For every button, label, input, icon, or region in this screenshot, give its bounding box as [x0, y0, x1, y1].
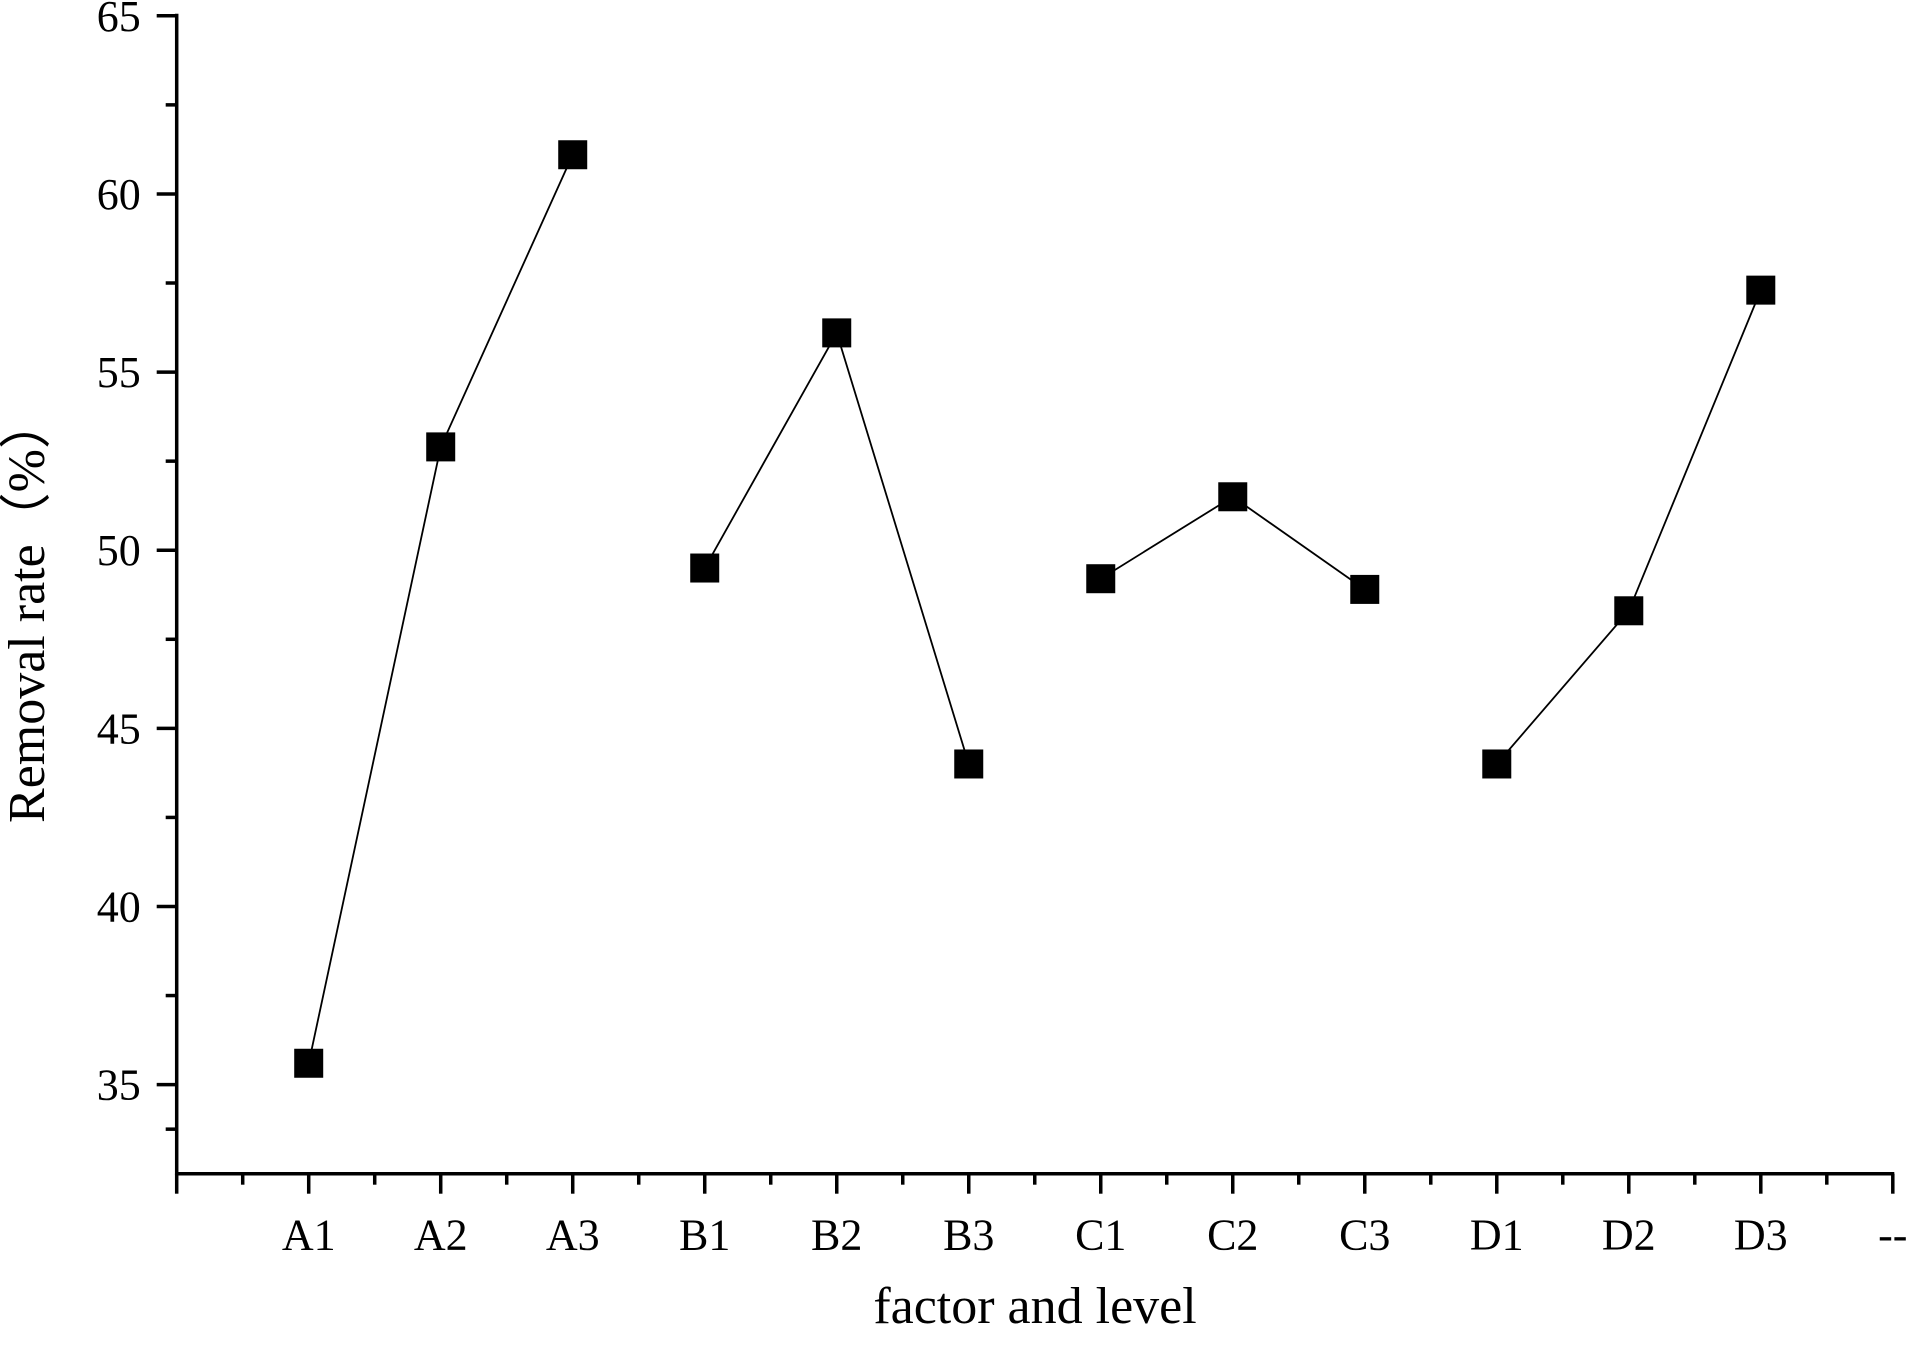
marker [294, 1048, 324, 1078]
marker [1614, 596, 1644, 626]
y-axis-title: Removal rate（%） [0, 397, 56, 823]
x-tick-label: A2 [414, 1211, 468, 1260]
marker [426, 432, 456, 462]
x-tick-label: C3 [1339, 1211, 1390, 1260]
x-tick-label: C1 [1075, 1211, 1126, 1260]
x-tick-label: B1 [679, 1211, 730, 1260]
x-tick-label: D1 [1470, 1211, 1524, 1260]
x-tick-label: D2 [1602, 1211, 1656, 1260]
marker [1218, 482, 1248, 512]
y-tick-label: 50 [97, 526, 141, 575]
x-tick-label: B2 [811, 1211, 862, 1260]
x-tick-label: -- [1878, 1211, 1907, 1260]
x-axis-title: factor and level [873, 1278, 1196, 1335]
marker [1086, 564, 1116, 594]
marker [1746, 275, 1776, 305]
x-tick-label: D3 [1734, 1211, 1788, 1260]
marker [822, 318, 852, 348]
y-tick-label: 55 [97, 348, 141, 397]
y-tick-label: 65 [97, 0, 141, 41]
x-tick-label: C2 [1207, 1211, 1258, 1260]
series-line [703, 330, 970, 765]
marker [690, 553, 720, 583]
marker [954, 749, 984, 779]
marker [558, 140, 588, 170]
y-tick-label: 45 [97, 704, 141, 753]
x-tick-label: A3 [546, 1211, 600, 1260]
marker [1482, 749, 1512, 779]
x-tick-label: A1 [282, 1211, 336, 1260]
series-line [1496, 289, 1762, 765]
y-tick-label: 40 [97, 882, 141, 931]
y-tick-label: 35 [97, 1061, 141, 1110]
series-line [307, 154, 574, 1064]
x-tick-label: B3 [943, 1211, 994, 1260]
marker [1350, 574, 1380, 604]
y-tick-label: 60 [97, 170, 141, 219]
